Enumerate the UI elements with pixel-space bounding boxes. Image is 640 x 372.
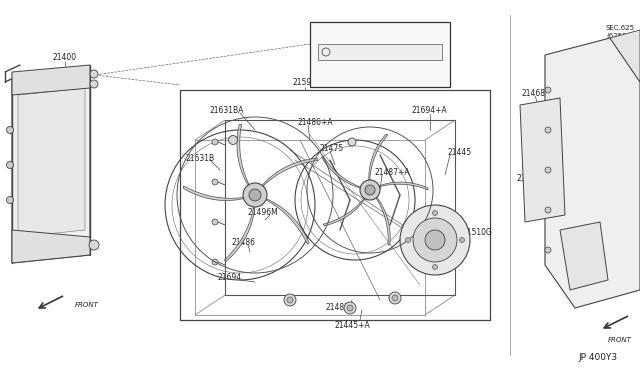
Circle shape [392,295,398,301]
Text: 21694: 21694 [218,273,242,282]
Circle shape [284,294,296,306]
Circle shape [360,180,380,200]
Text: 21487: 21487 [326,304,350,312]
Circle shape [90,70,98,78]
Text: 21468: 21468 [522,89,546,97]
Circle shape [406,237,410,243]
Polygon shape [376,182,428,190]
Text: 21631BA: 21631BA [210,106,244,115]
Text: 21486: 21486 [232,237,256,247]
Circle shape [243,183,267,207]
Text: 21486+A: 21486+A [298,118,333,126]
Text: SEC.625: SEC.625 [605,25,634,31]
Polygon shape [560,222,608,290]
Polygon shape [12,65,90,95]
Text: 21694+A: 21694+A [412,106,448,115]
Circle shape [433,264,438,269]
Polygon shape [545,38,640,308]
Polygon shape [323,196,367,226]
Circle shape [433,211,438,215]
Circle shape [545,87,551,93]
Polygon shape [237,124,251,188]
Polygon shape [374,195,390,245]
Text: JP 400Y3: JP 400Y3 [579,353,618,362]
Polygon shape [12,230,90,263]
Text: 21487+A: 21487+A [375,167,411,176]
Polygon shape [322,156,364,189]
Circle shape [89,240,99,250]
Text: 21496M: 21496M [247,208,278,217]
Circle shape [212,179,218,185]
Polygon shape [260,158,318,189]
Bar [318,44,442,60]
Circle shape [344,302,356,314]
Circle shape [6,161,13,169]
Text: FRONT: FRONT [75,302,99,308]
Circle shape [425,230,445,250]
Polygon shape [224,203,255,261]
Circle shape [545,127,551,133]
Text: 21445: 21445 [448,148,472,157]
Circle shape [90,80,98,88]
Circle shape [212,139,218,145]
Text: 21440G: 21440G [568,237,598,247]
Circle shape [545,207,551,213]
Text: 21440G: 21440G [517,173,547,183]
Text: 21445+A: 21445+A [334,321,370,330]
Circle shape [347,305,353,311]
Text: CAUTION: CAUTION [374,49,403,55]
Text: FRONT: FRONT [608,337,632,343]
Circle shape [249,189,261,201]
Polygon shape [18,88,85,237]
Polygon shape [263,198,309,244]
Circle shape [212,259,218,265]
Circle shape [545,247,551,253]
Circle shape [6,126,13,134]
Polygon shape [610,30,640,82]
Polygon shape [520,98,565,222]
Text: 21510G: 21510G [463,228,493,237]
Text: 21400: 21400 [53,52,77,61]
Text: 21475: 21475 [320,144,344,153]
Circle shape [228,135,237,144]
Polygon shape [369,134,388,183]
Bar [310,22,450,87]
Circle shape [389,292,401,304]
Polygon shape [12,72,90,263]
Text: 21599N: 21599N [365,29,395,38]
Circle shape [400,205,470,275]
Text: 21590: 21590 [293,77,317,87]
Circle shape [365,185,375,195]
Circle shape [348,138,356,146]
Circle shape [460,237,465,243]
Circle shape [6,196,13,203]
Text: 21469M: 21469M [584,267,615,276]
Polygon shape [183,186,247,201]
Text: (62500): (62500) [606,33,634,39]
Circle shape [287,297,293,303]
Circle shape [212,219,218,225]
Circle shape [545,167,551,173]
Text: 21631B: 21631B [185,154,214,163]
Circle shape [413,218,457,262]
